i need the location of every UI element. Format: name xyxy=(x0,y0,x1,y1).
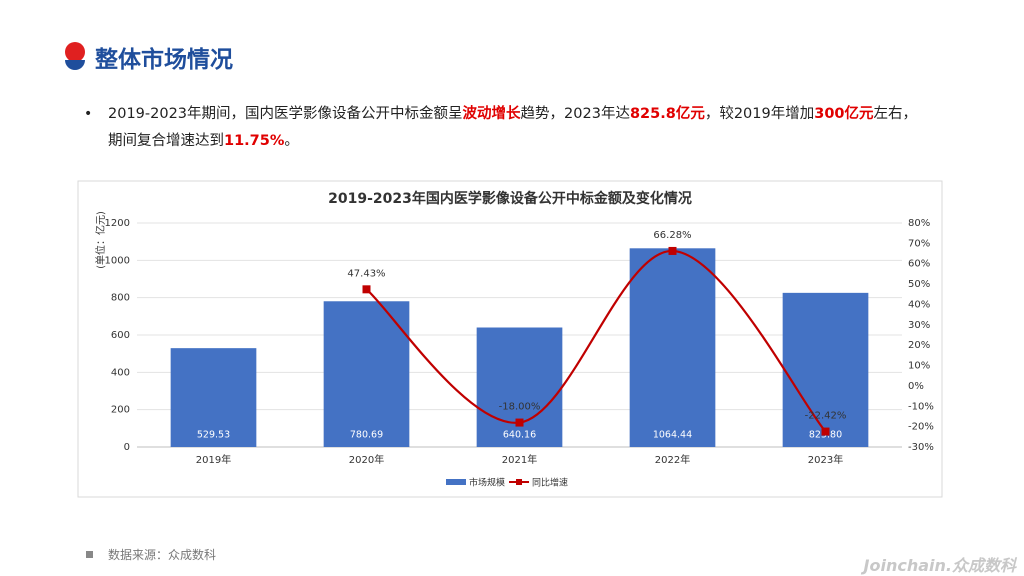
bullet-line: 期间复合增速达到11.75%。 xyxy=(108,128,917,155)
bullet-dot: • xyxy=(84,106,93,122)
y-tick-label: 400 xyxy=(111,367,130,378)
bar xyxy=(323,301,410,447)
icon xyxy=(65,42,85,70)
point-label: 66.28% xyxy=(653,230,691,241)
bar xyxy=(782,292,869,447)
y2-tick-label: 20% xyxy=(908,340,930,351)
text-run: 左右， xyxy=(873,106,918,122)
bar xyxy=(170,348,257,447)
highlight: 11.75% xyxy=(224,133,285,149)
source-marker xyxy=(86,551,93,558)
bar-label: 640.16 xyxy=(503,430,536,441)
bar-label: 529.53 xyxy=(197,430,230,441)
y2-tick-label: 10% xyxy=(908,361,930,372)
x-tick-label: 2022年 xyxy=(655,453,690,466)
y2-tick-label: -30% xyxy=(908,442,934,453)
y-tick-label: 1200 xyxy=(105,218,130,229)
y2-tick-label: 0% xyxy=(908,381,924,392)
line xyxy=(365,249,827,433)
y2-tick-label: -20% xyxy=(908,422,934,433)
text-run: ，较2019年增加 xyxy=(704,106,815,122)
point xyxy=(668,246,677,255)
bar-label: 1064.44 xyxy=(653,430,692,441)
y-axis-label: (单位：亿元) xyxy=(94,211,107,269)
y-tick-label: 600 xyxy=(111,330,130,341)
point xyxy=(515,418,524,427)
legend-label: 同比增速 xyxy=(532,477,568,489)
x-tick-label: 2019年 xyxy=(196,453,231,466)
y2-tick-label: 50% xyxy=(908,279,930,290)
logo: Joinchain.众成数科 xyxy=(863,556,1016,575)
y2-tick-label: 80% xyxy=(908,218,930,229)
y2-tick-label: 70% xyxy=(908,238,930,249)
x-tick-label: 2021年 xyxy=(502,453,537,466)
legend-swatch xyxy=(516,479,523,485)
y2-tick-label: -10% xyxy=(908,401,934,412)
source: 数据来源：众成数科 xyxy=(108,548,217,562)
bullet-text: 2019-2023年期间，国内医学影像设备公开中标金额呈波动增长趋势，2023年… xyxy=(108,101,917,155)
text-run: 。 xyxy=(284,133,299,149)
bar xyxy=(476,327,563,447)
point-label: -22.42% xyxy=(805,411,847,422)
x-tick-label: 2023年 xyxy=(808,453,843,466)
x-tick-label: 2020年 xyxy=(349,453,384,466)
legend-swatch xyxy=(446,479,466,485)
text-run: 趋势，2023年达 xyxy=(520,106,630,122)
point xyxy=(821,427,830,436)
chart-title: 2019-2023年国内医学影像设备公开中标金额及变化情况 xyxy=(328,190,692,207)
y2-tick-label: 60% xyxy=(908,259,930,270)
point-label: -18.00% xyxy=(499,402,541,413)
legend-label: 市场规模 xyxy=(469,477,505,489)
y-tick-label: 0 xyxy=(124,442,130,453)
y-tick-label: 800 xyxy=(111,293,130,304)
text-run: 2019-2023年期间，国内医学影像设备公开中标金额呈 xyxy=(108,106,463,122)
highlight: 300亿元 xyxy=(814,106,874,122)
y2-tick-label: 30% xyxy=(908,320,930,331)
bullet-line: 2019-2023年期间，国内医学影像设备公开中标金额呈波动增长趋势，2023年… xyxy=(108,101,917,128)
y-tick-label: 200 xyxy=(111,405,130,416)
bar xyxy=(629,248,716,447)
point xyxy=(362,285,371,294)
y2-tick-label: 40% xyxy=(908,299,930,310)
bar-label: 780.69 xyxy=(350,430,383,441)
text-run: 期间复合增速达到 xyxy=(108,133,224,149)
page-title: 整体市场情况 xyxy=(95,47,233,73)
highlight: 825.8亿元 xyxy=(629,106,705,122)
highlight: 波动增长 xyxy=(462,106,521,122)
y-tick-label: 1000 xyxy=(105,255,130,266)
point-label: 47.43% xyxy=(347,268,385,279)
